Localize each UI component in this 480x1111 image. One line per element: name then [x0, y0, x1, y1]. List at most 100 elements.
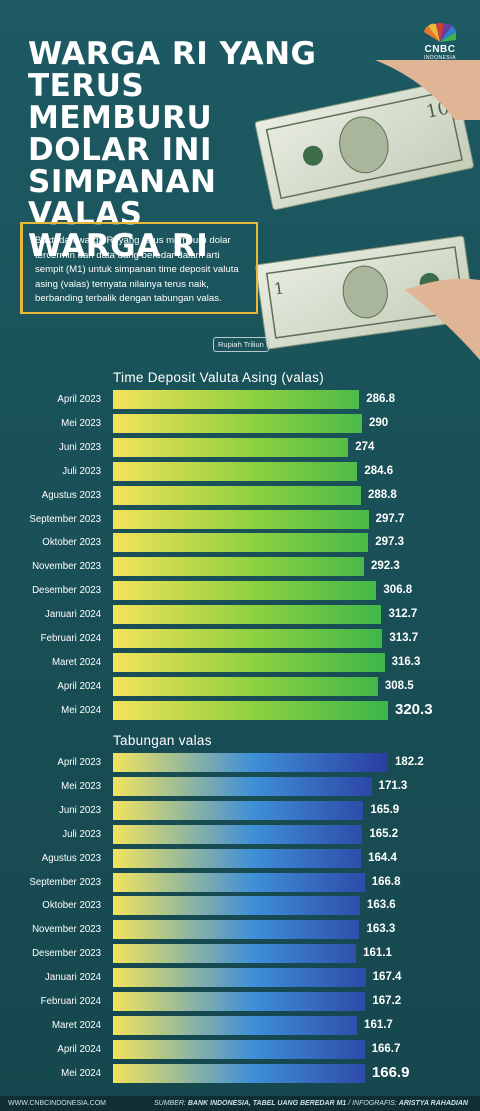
tab-row: Agustus 2023 164.4	[0, 847, 480, 871]
tab-row: April 2023 182.2	[0, 751, 480, 775]
tab-row: Mei 2024 166.9	[0, 1062, 480, 1086]
tab-value-label: 161.1	[363, 947, 392, 960]
tab-value-label: 171.3	[378, 779, 408, 792]
td-bar	[113, 533, 369, 553]
tabungan-chart: April 2023 182.2 Mei 2023 171.3 Juni 2023 165…	[0, 751, 480, 1087]
td-bars	[113, 388, 388, 723]
tab-bar	[113, 1063, 365, 1083]
td-row: April 2023 286.8	[0, 388, 480, 412]
tab-value-label: 163.3	[366, 923, 396, 936]
tab-value-label: 161.7	[364, 1018, 393, 1031]
td-value-label: 297.3	[375, 536, 405, 549]
td-value-label: 297.7	[375, 512, 405, 525]
td-bar	[113, 413, 362, 433]
td-row: Juni 2023 274	[0, 436, 480, 460]
tab-value-label: 167.2	[372, 995, 402, 1007]
tab-value-label: 165.2	[369, 827, 399, 840]
td-value-label: 292.3	[370, 560, 400, 573]
tab-bar	[113, 968, 366, 988]
tab-category-label: Februari 2024	[40, 996, 101, 1007]
tab-value-label: 166.9	[371, 1063, 410, 1081]
td-value-label: 274	[355, 440, 375, 453]
tab-value-label: 167.4	[372, 971, 402, 984]
title-line: SIMPANAN	[28, 164, 217, 200]
td-category-label: Desember 2023	[32, 585, 101, 597]
tab-row: Juni 2023 165.9	[0, 799, 480, 823]
td-row: Mei 2024 320.3	[0, 699, 480, 723]
td-value-label: 288.8	[367, 488, 397, 501]
tab-bar	[113, 776, 372, 796]
td-row: April 2024 308.5	[0, 675, 480, 699]
unit-label: Rupiah Triliun	[213, 337, 269, 352]
td-category-label: April 2024	[57, 680, 101, 692]
td-category-label: Februari 2024	[40, 633, 101, 644]
title-line: VALAS	[28, 196, 143, 232]
tab-bar	[113, 872, 365, 892]
time-deposit-chart: April 2023 286.8 Mei 2023 290 Juni 2023 274 Ju…	[0, 388, 480, 724]
td-value-label: 284.6	[364, 464, 394, 477]
tab-category-label: April 2023	[57, 757, 101, 768]
td-category-label: Juli 2023	[62, 465, 101, 477]
tab-category-label: Mei 2024	[61, 1067, 101, 1079]
td-row: Oktober 2023 297.3	[0, 531, 480, 555]
td-row: Juli 2023 284.6	[0, 460, 480, 484]
td-bar	[113, 390, 360, 409]
tab-bar	[113, 1015, 358, 1035]
tab-bar	[113, 1039, 365, 1059]
tab-category-label: Mei 2023	[61, 780, 101, 792]
cnbc-logo: CNBC INDONESIA	[416, 22, 464, 61]
tab-row: Februari 2024 167.2	[0, 990, 480, 1014]
tab-row: Oktober 2023 163.6	[0, 894, 480, 918]
td-value-label: 308.5	[384, 679, 414, 692]
title-line: WARGA RI YANG	[28, 36, 317, 72]
td-row: Februari 2024 313.7	[0, 627, 480, 651]
logo-subtext: INDONESIA	[423, 55, 456, 61]
td-bar	[113, 485, 361, 505]
tab-value-label: 182.2	[395, 756, 424, 768]
td-bar	[113, 629, 383, 648]
logo-text: CNBC	[424, 44, 456, 55]
tab-row: Mei 2023 171.3	[0, 775, 480, 799]
td-category-label: Juni 2023	[58, 441, 101, 453]
tab-category-label: September 2023	[29, 876, 101, 888]
tab-row: April 2024 166.7	[0, 1038, 480, 1062]
title-line: TERUS MEMBURU	[28, 68, 213, 136]
td-category-label: Mei 2024	[61, 704, 101, 716]
td-bar	[113, 461, 358, 481]
title-line: DOLAR INI	[28, 132, 213, 168]
chart-title-time-deposit: Time Deposit Valuta Asing (valas)	[113, 370, 324, 385]
td-value-label: 313.7	[389, 632, 419, 644]
footer: WWW.CNBCINDONESIA.COM SUMBER: BANK INDON…	[0, 1096, 480, 1111]
tab-row: November 2023 163.3	[0, 918, 480, 942]
tab-value-label: 166.7	[371, 1042, 401, 1055]
footer-website: WWW.CNBCINDONESIA.COM	[8, 1100, 106, 1107]
td-row: September 2023 297.7	[0, 508, 480, 532]
tab-value-label: 164.4	[368, 851, 397, 864]
tab-bars	[113, 751, 388, 1086]
chart-title-main: Time Deposit Valuta Asing	[113, 370, 282, 385]
tab-bar	[113, 800, 364, 820]
tab-category-label: Juni 2023	[58, 804, 101, 816]
tab-category-label: November 2023	[32, 924, 101, 936]
td-category-label: Oktober 2023	[42, 537, 101, 549]
tab-bar	[113, 944, 357, 964]
td-category-label: Januari 2024	[44, 609, 101, 621]
intro-text: Bukti dari warga RI yang terus memburu d…	[20, 222, 258, 314]
tab-row: Juli 2023 165.2	[0, 823, 480, 847]
td-category-label: Maret 2024	[51, 656, 101, 668]
dollar-bills-illustration: 100 1	[255, 60, 480, 360]
td-bar	[113, 700, 388, 720]
tab-bar	[113, 896, 360, 916]
td-bar	[113, 605, 382, 625]
td-row: November 2023 292.3	[0, 555, 480, 579]
tab-row: Januari 2024 167.4	[0, 966, 480, 990]
chart-title-paren: (valas)	[281, 370, 324, 385]
tab-row: Maret 2024 161.7	[0, 1014, 480, 1038]
td-row: Agustus 2023 288.8	[0, 484, 480, 508]
tab-bar	[113, 824, 363, 844]
tab-category-label: Oktober 2023	[42, 900, 101, 912]
td-bar	[113, 581, 377, 601]
td-row: Desember 2023 306.8	[0, 579, 480, 603]
tab-bar	[113, 920, 360, 940]
td-row: Januari 2024 312.7	[0, 603, 480, 627]
